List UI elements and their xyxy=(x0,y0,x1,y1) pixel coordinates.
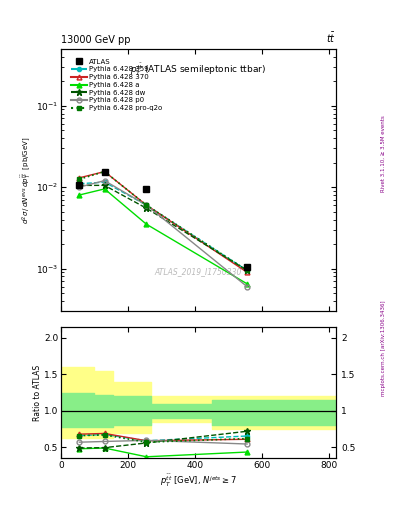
Text: 13000 GeV pp: 13000 GeV pp xyxy=(61,34,130,45)
Text: $t\bar{t}$: $t\bar{t}$ xyxy=(326,31,336,45)
Legend: ATLAS, Pythia 6.428 359, Pythia 6.428 370, Pythia 6.428 a, Pythia 6.428 dw, Pyth: ATLAS, Pythia 6.428 359, Pythia 6.428 37… xyxy=(70,57,164,113)
X-axis label: $p^{\bar{t}\bar{t}}_{T}$ [GeV], $N^{jets} \geq 7$: $p^{\bar{t}\bar{t}}_{T}$ [GeV], $N^{jets… xyxy=(160,473,237,489)
Y-axis label: Ratio to ATLAS: Ratio to ATLAS xyxy=(33,365,42,421)
Y-axis label: $d^2\sigma\,/\,dN^{evs}\,dp^{\bar{t}\bar{t}}_T$  [pb/GeV]: $d^2\sigma\,/\,dN^{evs}\,dp^{\bar{t}\bar… xyxy=(20,136,35,224)
Text: mcplots.cern.ch [arXiv:1306.3436]: mcplots.cern.ch [arXiv:1306.3436] xyxy=(381,301,386,396)
Text: ATLAS_2019_I1750330: ATLAS_2019_I1750330 xyxy=(155,267,242,276)
Text: Rivet 3.1.10, ≥ 3.5M events: Rivet 3.1.10, ≥ 3.5M events xyxy=(381,115,386,192)
Text: $p_T^{t\bar{t}}$ (ATLAS semileptonic ttbar): $p_T^{t\bar{t}}$ (ATLAS semileptonic ttb… xyxy=(130,62,266,78)
